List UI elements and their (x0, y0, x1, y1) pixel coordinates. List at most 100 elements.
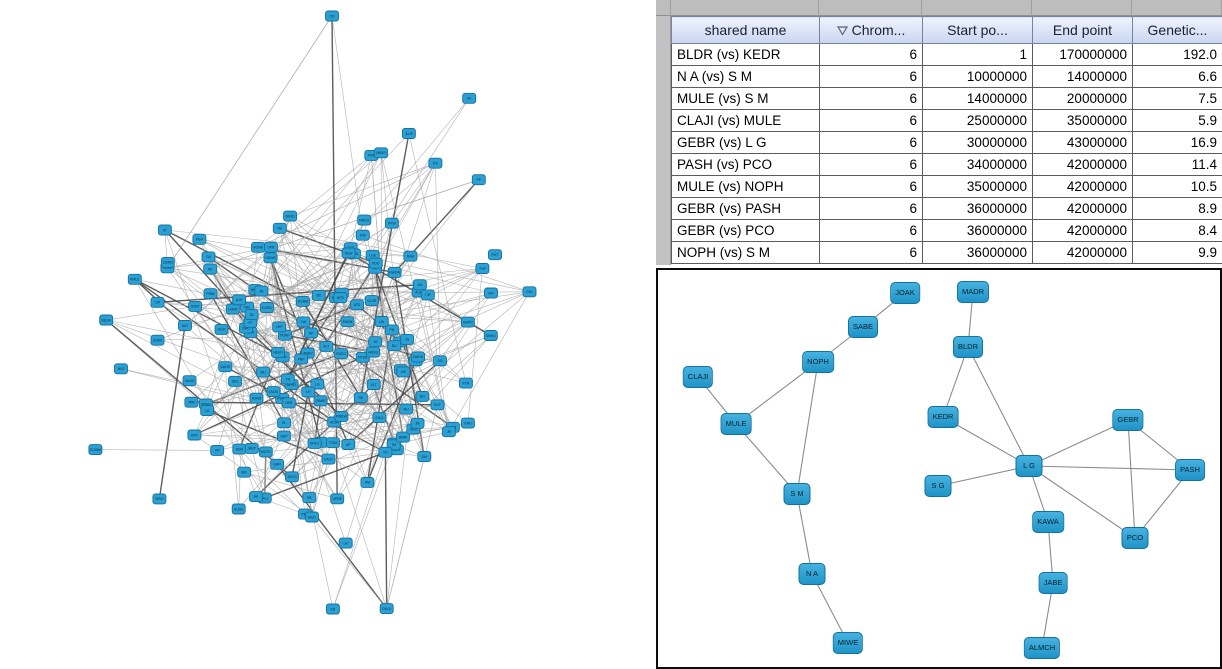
network-node[interactable] (305, 511, 319, 523)
network-node[interactable] (244, 309, 259, 321)
network-node[interactable] (378, 446, 393, 458)
network-node[interactable] (396, 431, 410, 443)
network-node[interactable] (366, 379, 381, 390)
network-node[interactable] (433, 355, 447, 367)
network-node[interactable] (160, 256, 175, 268)
network-node[interactable] (387, 266, 402, 278)
table-cell[interactable]: 5.9 (1132, 109, 1222, 132)
network-node[interactable] (203, 288, 218, 300)
network-node[interactable] (326, 437, 340, 449)
network-node[interactable] (152, 493, 167, 505)
network-node[interactable] (353, 392, 368, 404)
table-cell[interactable]: 6 (819, 241, 923, 264)
table-cell[interactable]: MULE (vs) NOPH (671, 175, 820, 198)
table-cell[interactable]: 6 (819, 87, 923, 110)
main-network-canvas[interactable]: ODPPHGDGATLRJKKTRGAPMLEAPBOPMTPSWABSBOLM… (0, 0, 656, 669)
subnet-node-sm[interactable]: S M (783, 483, 811, 505)
network-node[interactable] (254, 285, 269, 297)
network-node[interactable] (258, 446, 273, 458)
network-node[interactable] (399, 403, 414, 415)
network-node[interactable] (321, 453, 336, 465)
table-cell[interactable]: N A (vs) S M (671, 65, 820, 88)
network-node[interactable] (330, 493, 345, 505)
network-node[interactable] (368, 257, 383, 269)
network-node[interactable] (374, 316, 389, 327)
table-cell[interactable]: 192.0 (1132, 43, 1222, 66)
network-node[interactable] (271, 346, 285, 358)
subnet-node-claji[interactable]: CLAJI (682, 366, 714, 388)
network-node[interactable] (334, 410, 349, 422)
network-node[interactable] (338, 537, 353, 549)
subnet-node-pco[interactable]: PCO (1121, 527, 1149, 549)
table-row[interactable]: NOPH (vs) S M 6 36000000 42000000 9.9 (671, 241, 1222, 264)
table-cell[interactable]: 6 (819, 131, 923, 154)
network-node[interactable] (218, 361, 233, 373)
table-cell[interactable]: 6.6 (1132, 65, 1222, 88)
subnet-node-kedr[interactable]: KEDR (927, 406, 959, 428)
table-row[interactable]: CLAJI (vs) MULE 6 25000000 35000000 5.9 (671, 109, 1222, 132)
table-cell[interactable]: PASH (vs) PCO (671, 153, 820, 176)
network-node[interactable] (430, 399, 445, 411)
table-cell[interactable]: 16.9 (1132, 131, 1222, 154)
network-node[interactable] (428, 157, 443, 169)
table-cell[interactable]: 10.5 (1132, 175, 1222, 198)
network-node[interactable] (462, 92, 477, 104)
network-node[interactable] (325, 10, 339, 22)
network-node[interactable] (263, 252, 278, 264)
subnetwork-view[interactable]: JOAK SABE NOPH CLAJI MULE S M N A MIWE MADR BLDR K… (656, 268, 1222, 669)
network-node[interactable] (355, 229, 370, 241)
subnet-node-noph[interactable]: NOPH (802, 351, 834, 373)
network-node[interactable] (114, 363, 128, 375)
column-header-chrom[interactable]: Chrom... (819, 16, 923, 44)
network-node[interactable] (302, 492, 317, 504)
network-node[interactable] (210, 444, 225, 456)
column-header-endpoint[interactable]: End point (1032, 16, 1133, 44)
subnet-node-mule[interactable]: MULE (720, 413, 752, 435)
network-node[interactable] (460, 417, 475, 429)
network-node[interactable] (182, 375, 197, 387)
table-cell[interactable]: 6 (819, 197, 923, 220)
table-cell[interactable]: 36000000 (922, 219, 1033, 242)
network-node[interactable] (401, 128, 416, 139)
subnet-node-almch[interactable]: ALMCH (1023, 637, 1061, 659)
subnet-node-pash[interactable]: PASH (1175, 459, 1205, 481)
table-cell[interactable]: NOPH (vs) S M (671, 241, 820, 264)
table-cell[interactable]: 25000000 (922, 109, 1033, 132)
network-node[interactable] (319, 340, 334, 352)
subnet-node-miwe[interactable]: MIWE (832, 632, 864, 654)
table-cell[interactable]: 36000000 (922, 241, 1033, 264)
table-cell[interactable]: 14000000 (922, 87, 1033, 110)
table-cell[interactable]: 14000000 (1032, 65, 1133, 88)
table-cell[interactable]: 42000000 (1032, 197, 1133, 220)
network-node[interactable] (400, 333, 415, 345)
table-cell[interactable]: 20000000 (1032, 87, 1133, 110)
network-node[interactable] (184, 396, 199, 408)
network-node[interactable] (150, 334, 165, 346)
table-cell[interactable]: 11.4 (1132, 153, 1222, 176)
subnet-node-madr[interactable]: MADR (956, 281, 990, 303)
table-cell[interactable]: GEBR (vs) PCO (671, 219, 820, 242)
network-node[interactable] (387, 340, 402, 352)
table-row[interactable]: MULE (vs) S M 6 14000000 20000000 7.5 (671, 87, 1222, 110)
table-row[interactable]: GEBR (vs) PASH 6 36000000 42000000 8.9 (671, 197, 1222, 220)
network-node[interactable] (384, 217, 399, 229)
network-node[interactable] (384, 324, 399, 336)
table-cell[interactable]: 10000000 (922, 65, 1033, 88)
network-node[interactable] (310, 378, 325, 390)
network-node[interactable] (127, 273, 142, 285)
table-cell[interactable]: 42000000 (1032, 241, 1133, 264)
network-node[interactable] (285, 471, 299, 483)
subnet-node-joak[interactable]: JOAK (890, 282, 920, 304)
column-header-sharedname[interactable]: shared name (671, 16, 820, 44)
table-cell[interactable]: 6 (819, 65, 923, 88)
network-node[interactable] (417, 451, 432, 462)
subnet-node-na[interactable]: N A (798, 563, 826, 585)
network-node[interactable] (350, 299, 365, 311)
network-node[interactable] (357, 214, 372, 226)
network-node[interactable] (232, 294, 247, 306)
column-header-genetic[interactable]: Genetic... (1132, 16, 1222, 44)
network-node[interactable] (420, 289, 435, 301)
table-cell[interactable]: 35000000 (922, 175, 1033, 198)
network-node[interactable] (228, 375, 243, 387)
table-cell[interactable]: 6 (819, 153, 923, 176)
